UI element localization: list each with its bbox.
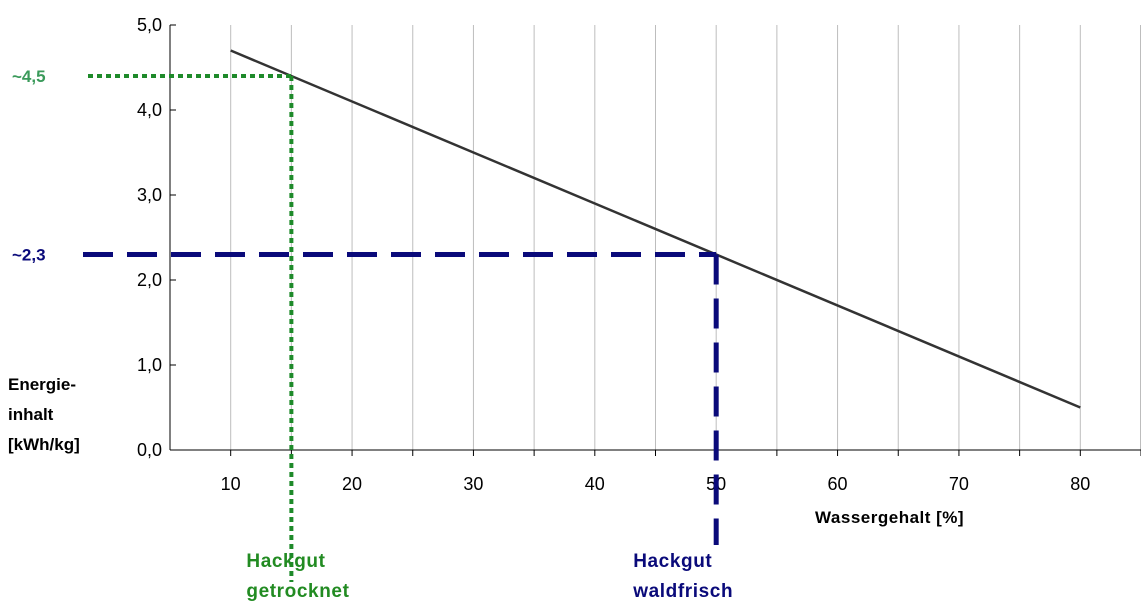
x-tick-label: 30 [463, 474, 483, 494]
y-tick-label: 4,0 [137, 100, 162, 120]
data-series [230, 49, 1081, 409]
y-tick-label: 0,0 [137, 440, 162, 460]
marker-caption-line: waldfrisch [632, 581, 733, 602]
x-axis-label: Wassergehalt [%] [815, 508, 964, 527]
marker-caption-line: Hackgut [633, 551, 712, 572]
y-axis-label-line-3: [kWh/kg] [8, 435, 80, 454]
x-tick-label: 60 [828, 474, 848, 494]
marker-caption-line: Hackgut [246, 551, 325, 572]
y-axis-label-line-2: inhalt [8, 405, 54, 424]
y-tick-label: 5,0 [137, 15, 162, 35]
x-tick-label: 80 [1070, 474, 1090, 494]
y-axis-label-line-1: Energie- [8, 375, 76, 394]
series-line-0 [230, 49, 1081, 409]
x-tick-label: 70 [949, 474, 969, 494]
y-tick-label: 2,0 [137, 270, 162, 290]
x-tick-label: 40 [585, 474, 605, 494]
marker-caption-line: getrocknet [246, 581, 349, 602]
reference-markers: ~4,5 Hackgut getrocknet ~2,3 Hackgut waldfris… [12, 67, 733, 602]
axes [169, 24, 1141, 456]
y-tick-label: 3,0 [137, 185, 162, 205]
marker-value-label: ~4,5 [12, 67, 46, 86]
x-tick-labels: 1020304050607080 [221, 474, 1091, 494]
grid-lines [230, 25, 1141, 450]
y-tick-labels: 0,0 1,0 2,0 3,0 4,0 5,0 [137, 15, 162, 460]
x-tick-label: 10 [221, 474, 241, 494]
y-tick-label: 1,0 [137, 355, 162, 375]
marker-value-label: ~2,3 [12, 246, 46, 265]
x-tick-label: 20 [342, 474, 362, 494]
